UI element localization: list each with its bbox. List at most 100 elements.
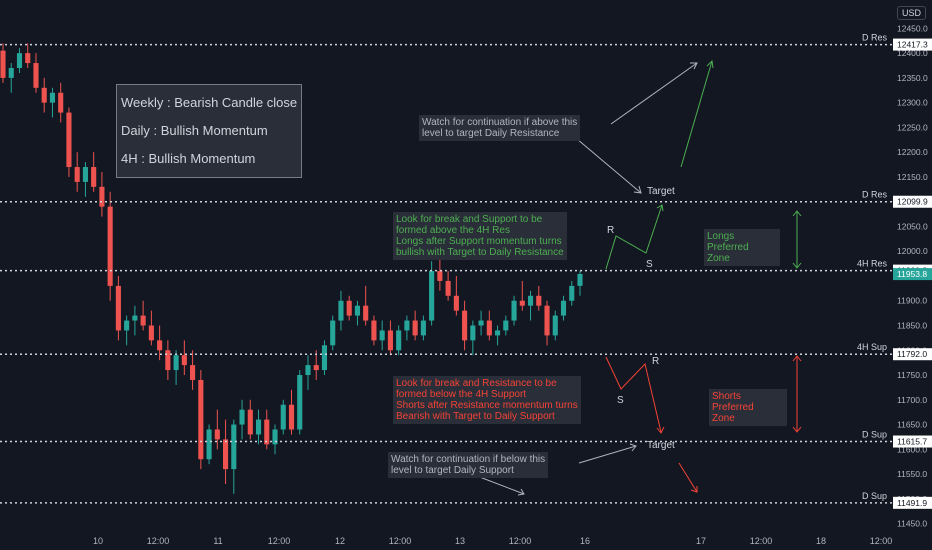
arrowhead-target-up bbox=[633, 185, 642, 194]
candle-body bbox=[107, 206, 113, 286]
candle-body bbox=[437, 271, 443, 281]
price-tick-label: 12250.0 bbox=[897, 122, 928, 132]
candle-body bbox=[569, 285, 575, 301]
short-path bbox=[605, 356, 662, 433]
candle-body bbox=[16, 53, 23, 68]
price-tick-label: 12000.0 bbox=[897, 246, 928, 256]
level-price-label: 11491.9 bbox=[897, 498, 927, 508]
candle-body bbox=[503, 320, 509, 331]
arrow-to-target-down bbox=[578, 445, 637, 464]
candle-body bbox=[536, 295, 542, 306]
candle-body bbox=[297, 375, 303, 430]
candle-body bbox=[552, 315, 558, 336]
candle-body bbox=[272, 429, 278, 445]
level-name: 4H Sup bbox=[857, 342, 887, 352]
candle-body bbox=[396, 330, 402, 351]
arrowhead-short-path bbox=[656, 426, 665, 434]
time-tick-label: 12 bbox=[335, 536, 345, 546]
time-tick-label: 16 bbox=[580, 536, 590, 546]
current-price-tag bbox=[893, 268, 932, 281]
target-down-label: Target bbox=[647, 440, 675, 451]
time-tick-label: 11 bbox=[213, 536, 222, 546]
level-price-tag bbox=[893, 348, 932, 361]
candle-body bbox=[239, 409, 245, 425]
time-tick-label: 12:00 bbox=[750, 536, 773, 546]
level-name: D Res bbox=[862, 190, 888, 200]
price-axis[interactable]: 12450.0 12400.0 12350.0 12300.0 12250.0 12200… bbox=[893, 23, 932, 529]
candle-body bbox=[387, 330, 393, 351]
price-tick-label: 12350.0 bbox=[897, 73, 928, 83]
short-zone-note: Shorts Preferred Zone bbox=[709, 389, 787, 426]
time-tick-label: 13 bbox=[455, 536, 465, 546]
candle-body bbox=[321, 345, 328, 371]
price-tick-label: 11850.0 bbox=[897, 320, 927, 330]
candle-body bbox=[214, 429, 220, 440]
r-up-label: R bbox=[607, 225, 615, 236]
candle-body bbox=[140, 315, 146, 326]
level-price-label: 12417.3 bbox=[897, 40, 928, 50]
candle-body bbox=[8, 67, 14, 78]
candle-body bbox=[58, 92, 64, 113]
short-zone-bottom-head bbox=[792, 426, 802, 433]
price-tick-label: 12300.0 bbox=[897, 98, 928, 108]
time-axis[interactable]: 10 12:00 11 12:00 12 12:00 13 12:00 16 17 12:00 18 1… bbox=[93, 536, 892, 546]
current-price-label: 11953.8 bbox=[897, 269, 927, 279]
candle-body bbox=[132, 315, 138, 321]
candle-body bbox=[66, 112, 72, 168]
level-price-label: 11792.0 bbox=[897, 349, 927, 359]
r-down-label: R bbox=[652, 356, 660, 367]
candle-body bbox=[527, 295, 534, 306]
h4-bias: 4H : Bullish Momentum bbox=[121, 151, 256, 166]
long-path bbox=[605, 204, 663, 270]
price-tick-label: 11550.0 bbox=[897, 469, 927, 479]
candle-body bbox=[115, 285, 121, 331]
arrowhead-long-path bbox=[656, 204, 664, 212]
price-tick-label: 11650.0 bbox=[897, 420, 927, 430]
target-up-label: Target bbox=[647, 186, 675, 197]
candle-body bbox=[313, 365, 319, 371]
candle-body bbox=[412, 320, 418, 336]
arrow-down-continuation-1 bbox=[476, 475, 525, 495]
candle-body bbox=[82, 167, 88, 182]
price-tick-label: 11750.0 bbox=[897, 370, 927, 380]
arrow-up-continuation-1 bbox=[610, 62, 698, 125]
arrowhead-target-down bbox=[629, 443, 637, 452]
continuation-down-note: Watch for continuation if below this lev… bbox=[388, 452, 549, 478]
level-name: 4H Res bbox=[857, 259, 888, 269]
candle-body bbox=[486, 320, 492, 336]
time-tick-label: 12:00 bbox=[389, 536, 412, 546]
candle-body bbox=[223, 439, 229, 470]
time-tick-label: 18 bbox=[816, 536, 826, 546]
price-tick-label: 12150.0 bbox=[897, 172, 928, 182]
candle-body bbox=[354, 305, 360, 316]
s-up-label: S bbox=[646, 259, 653, 270]
level-price-tag bbox=[893, 38, 932, 51]
candle-body bbox=[206, 429, 212, 460]
candles-layer bbox=[0, 43, 583, 494]
time-tick-label: 17 bbox=[696, 536, 706, 546]
time-tick-label: 10 bbox=[93, 536, 103, 546]
price-tick-label: 11450.0 bbox=[897, 519, 927, 529]
candle-body bbox=[190, 365, 196, 380]
arrowhead-down-2 bbox=[690, 486, 698, 493]
arrowhead-down-1 bbox=[517, 488, 525, 496]
timeframe-bias-box: Weekly : Bearish Candle close Daily : Bu… bbox=[116, 84, 303, 178]
candle-body bbox=[91, 167, 97, 187]
arrow-up-continuation-2 bbox=[680, 60, 713, 168]
candle-body bbox=[264, 419, 270, 445]
candle-body bbox=[181, 355, 187, 366]
candle-body bbox=[478, 320, 484, 326]
price-tick-label: 12200.0 bbox=[897, 147, 928, 157]
short-zone-top-head bbox=[792, 355, 802, 362]
currency-button[interactable]: USD bbox=[896, 6, 926, 20]
arrowhead-up-1 bbox=[690, 62, 698, 70]
candle-body bbox=[519, 300, 525, 306]
candle-body bbox=[280, 404, 286, 430]
candle-body bbox=[165, 350, 171, 371]
candle-body bbox=[445, 280, 451, 296]
candle-body bbox=[124, 320, 130, 331]
level-price-tag bbox=[893, 195, 932, 208]
candle-body bbox=[404, 320, 410, 331]
candle-body bbox=[247, 409, 253, 435]
short-plan-note: Look for break and Resistance to be form… bbox=[393, 376, 581, 424]
